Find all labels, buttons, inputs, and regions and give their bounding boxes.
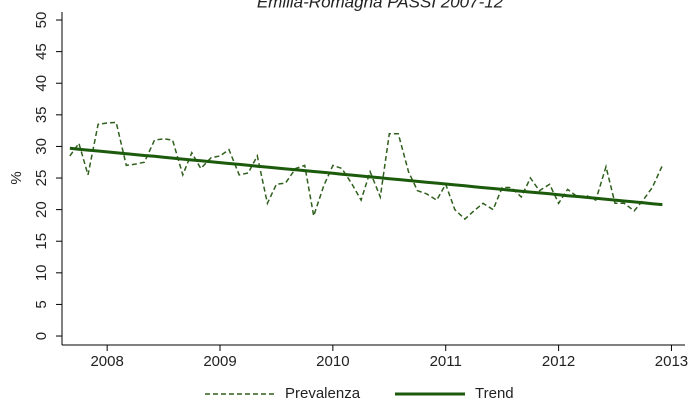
y-axis-label: % [8, 171, 25, 184]
y-tick-label: 0 [33, 332, 50, 340]
chart-title: Emilia-Romagna PASSI 2007-12 [257, 0, 504, 11]
x-tick-label: 2012 [542, 353, 575, 370]
x-tick-label: 2013 [655, 353, 688, 370]
y-tick-label: 30 [33, 138, 50, 155]
y-tick-label: 20 [33, 201, 50, 218]
x-tick-label: 2008 [90, 353, 123, 370]
x-tick-label: 2009 [203, 353, 236, 370]
y-tick-label: 40 [33, 75, 50, 92]
legend-label: Trend [475, 385, 514, 401]
y-tick-label: 5 [33, 300, 50, 308]
legend-label: Prevalenza [285, 385, 361, 401]
y-tick-label: 25 [33, 170, 50, 187]
y-tick-label: 10 [33, 264, 50, 281]
y-tick-label: 15 [33, 233, 50, 250]
x-tick-label: 2010 [316, 353, 349, 370]
y-tick-label: 45 [33, 43, 50, 60]
y-tick-label: 35 [33, 106, 50, 123]
y-tick-label: 50 [33, 12, 50, 29]
x-tick-label: 2011 [430, 353, 462, 370]
line-series [69, 121, 664, 221]
line-series [69, 146, 663, 207]
